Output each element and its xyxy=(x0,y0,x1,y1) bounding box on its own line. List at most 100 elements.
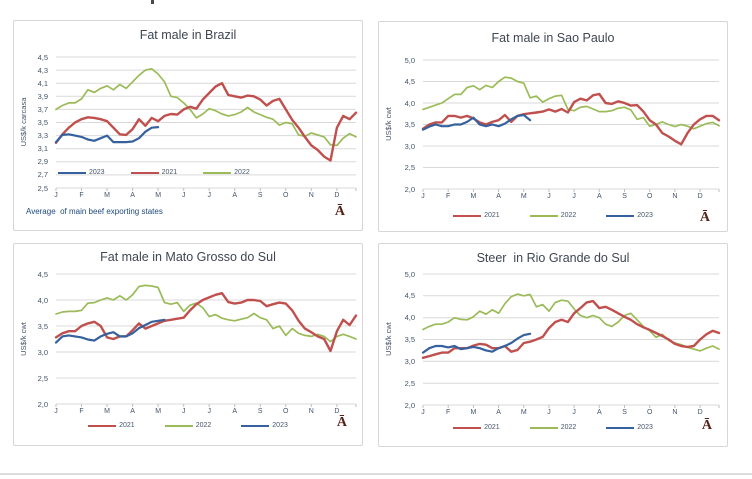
x-tick-label-month: D xyxy=(697,193,703,200)
chart-legend: 2023 2021 2022 xyxy=(58,169,250,176)
x-tick-label-month: D xyxy=(334,408,340,415)
legend-label: 2023 xyxy=(89,169,105,176)
legend-line-swatch xyxy=(164,424,193,427)
legend-line-swatch xyxy=(453,214,482,217)
x-tick-label-month: J xyxy=(547,409,551,416)
chart-legend: 2021 2022 2023 xyxy=(379,212,727,219)
legend-line-swatch xyxy=(88,424,117,427)
plot-area xyxy=(54,56,358,191)
y-tick-label: 4,3 xyxy=(37,65,48,75)
x-tick-label-month: M xyxy=(470,193,477,200)
x-tick-label-month: A xyxy=(232,408,238,415)
legend-line-swatch xyxy=(606,426,635,429)
y-tick-label: 3,3 xyxy=(37,131,48,141)
x-tick-label-month: F xyxy=(79,408,84,415)
x-tick-label-month: J xyxy=(181,192,186,199)
legend-line-swatch xyxy=(203,171,232,174)
y-tick-label: 4,0 xyxy=(37,295,48,305)
x-tick-label-month: J xyxy=(207,192,211,199)
y-tick-label: 5,0 xyxy=(404,55,415,65)
legend-label: 2022 xyxy=(560,212,577,219)
x-tick-label-month: A xyxy=(496,409,501,416)
x-tick-label-month: D xyxy=(334,192,340,199)
broken-char-glyph: Ā xyxy=(699,210,710,225)
broken-char-glyph: Ā xyxy=(334,204,345,219)
y-tick-label: 4,5 xyxy=(404,77,415,86)
y-tick-label: 3,0 xyxy=(37,347,48,357)
x-tick-label-month: M xyxy=(155,408,162,415)
y-tick-label: 2,9 xyxy=(37,157,48,167)
y-tick-label: 3,5 xyxy=(404,120,415,129)
legend-item-2023: 2023 xyxy=(241,422,288,429)
x-tick-label-month: F xyxy=(446,193,451,200)
x-tick-label-month: O xyxy=(646,409,653,416)
legend-line-swatch xyxy=(529,426,558,429)
chart-title: Fat male in Brazil xyxy=(139,28,237,42)
plot-area xyxy=(421,273,721,408)
legend-item-2021: 2021 xyxy=(453,424,500,431)
x-tick-label-month: A xyxy=(130,192,135,199)
x-tick-label-month: M xyxy=(104,192,110,199)
x-tick-label-month: O xyxy=(283,192,289,199)
series-line-2023 xyxy=(421,113,532,131)
y-tick-label: 3,5 xyxy=(37,118,48,127)
legend-item-2023: 2023 xyxy=(58,169,105,176)
plot-area xyxy=(421,59,721,192)
x-tick-label-month: J xyxy=(54,192,58,199)
chart-legend: 2021 2022 2023 xyxy=(14,422,362,429)
x-tick-label-month: O xyxy=(646,193,653,200)
chart-card-brazil: Fat male in Brazil US$/k carcasa 4,5 4,3 4… xyxy=(13,20,363,231)
legend-line-swatch xyxy=(453,426,482,429)
series-line-2021 xyxy=(421,92,721,146)
legend-label: 2021 xyxy=(161,169,178,176)
y-tick-label: 3,9 xyxy=(37,91,48,101)
legend-line-swatch xyxy=(241,424,270,427)
y-tick-label: 3,1 xyxy=(37,144,48,154)
y-tick-label: 2,5 xyxy=(404,378,415,388)
series-line-2023 xyxy=(421,332,532,354)
y-tick-label: 4,5 xyxy=(404,291,415,301)
x-tick-label-month: A xyxy=(496,193,501,200)
x-tick-label-month: N xyxy=(308,192,314,199)
chart-legend: 2021 2022 2023 xyxy=(379,424,727,431)
legend-label: 2023 xyxy=(637,212,653,219)
legend-label: 2022 xyxy=(560,424,577,431)
x-tick-label-month: M xyxy=(155,192,162,199)
x-tick-label-month: M xyxy=(104,408,110,415)
screen-artifact-dot xyxy=(151,0,154,4)
x-tick-label-month: S xyxy=(257,408,263,415)
y-tick-label: 3,5 xyxy=(37,321,48,331)
legend-label: 2022 xyxy=(195,422,212,429)
y-tick-label: 2,0 xyxy=(37,399,48,409)
x-tick-label-month: O xyxy=(283,408,289,415)
series-line-2023 xyxy=(54,318,166,344)
chart-title: Steer in Rio Grande do Sul xyxy=(476,251,630,265)
broken-char-glyph: Ā xyxy=(336,415,347,430)
broken-char-glyph: Ā xyxy=(701,418,712,433)
x-tick-label-month: M xyxy=(520,193,527,200)
y-tick-label: 3,0 xyxy=(404,356,415,366)
x-tick-label-month: J xyxy=(572,409,576,416)
y-tick-label: 4,1 xyxy=(37,78,48,88)
x-tick-label-month: F xyxy=(79,192,84,199)
y-tick-label: 4,5 xyxy=(37,269,48,279)
legend-item-2022: 2022 xyxy=(164,422,212,429)
x-tick-label-month: N xyxy=(672,193,678,200)
x-tick-label-month: S xyxy=(622,409,627,416)
x-tick-label-month: J xyxy=(207,408,211,415)
chart-footnote: Average of main beef exporting states xyxy=(26,207,163,216)
legend-line-swatch xyxy=(606,214,635,217)
legend-label: 2021 xyxy=(119,422,135,429)
y-tick-label: 2,0 xyxy=(404,184,415,194)
legend-item-2022: 2022 xyxy=(529,212,577,219)
legend-label: 2021 xyxy=(484,424,500,431)
legend-line-swatch xyxy=(529,214,558,217)
series-line-2022 xyxy=(422,76,720,130)
plot-area xyxy=(54,273,358,407)
horizontal-divider xyxy=(0,473,752,475)
y-tick-label: 2,7 xyxy=(37,170,48,180)
x-tick-label-month: N xyxy=(672,409,678,416)
legend-item-2021: 2021 xyxy=(130,169,178,176)
series-line-2022 xyxy=(55,284,357,343)
chart-card-sao-paulo: Fat male in Sao Paulo US$/k cwt 5,0 4,5 4,… xyxy=(378,21,728,232)
